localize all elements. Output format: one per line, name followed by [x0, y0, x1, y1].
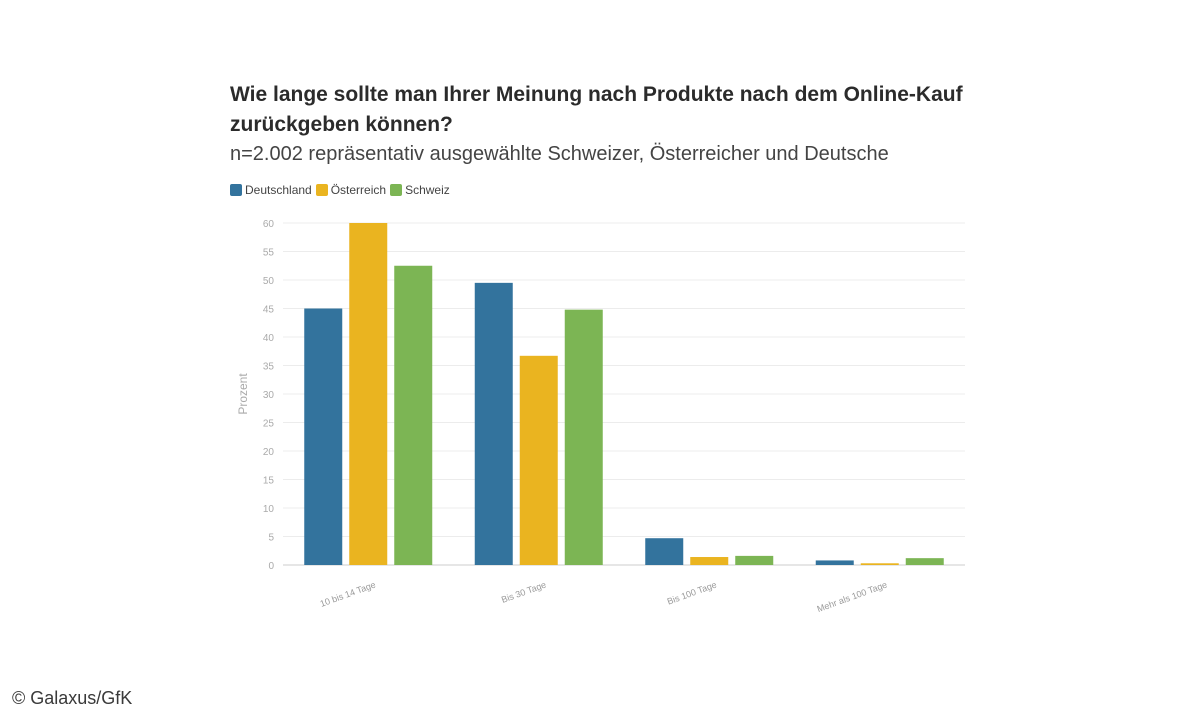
y-tick-label: 45 — [263, 305, 275, 316]
bar — [394, 265, 433, 565]
bar — [304, 308, 343, 565]
bar — [519, 355, 558, 565]
bar — [690, 557, 729, 565]
chart-legend: Deutschland Österreich Schweiz — [230, 183, 454, 197]
legend-item-schweiz[interactable]: Schweiz — [390, 183, 450, 197]
legend-swatch-deutschland — [230, 184, 242, 196]
y-tick-label: 40 — [263, 333, 275, 344]
y-tick-label: 55 — [263, 248, 275, 259]
x-tick-label: Bis 30 Tage — [500, 579, 547, 604]
legend-item-oesterreich[interactable]: Österreich — [315, 183, 387, 197]
y-tick-label: 20 — [263, 447, 275, 458]
legend-label-oesterreich: Österreich — [330, 183, 387, 197]
legend-label-deutschland: Deutschland — [245, 183, 312, 197]
bar — [474, 282, 513, 565]
bar — [645, 538, 684, 565]
copyright-credit: © Galaxus/GfK — [12, 688, 133, 708]
bar — [860, 563, 899, 565]
chart-title: Wie lange sollte man Ihrer Meinung nach … — [230, 83, 963, 136]
bar — [349, 223, 388, 565]
y-tick-label: 50 — [263, 276, 275, 287]
y-tick-label: 35 — [263, 362, 275, 373]
chart-subtitle: n=2.002 repräsentativ ausgewählte Schwei… — [230, 143, 889, 165]
legend-item-deutschland[interactable]: Deutschland — [230, 183, 312, 197]
bar — [564, 309, 603, 565]
x-tick-label: Mehr als 100 Tage — [816, 579, 889, 614]
legend-label-schweiz: Schweiz — [405, 183, 450, 197]
y-tick-label: 5 — [268, 533, 274, 544]
y-tick-label: 0 — [268, 561, 274, 572]
y-axis-title: Prozent — [236, 373, 250, 415]
y-tick-label: 60 — [263, 219, 275, 230]
y-tick-label: 10 — [263, 504, 275, 515]
y-tick-label: 25 — [263, 419, 275, 430]
bar — [815, 560, 854, 565]
bar — [905, 558, 944, 565]
legend-swatch-schweiz — [390, 184, 403, 196]
x-tick-label: 10 bis 14 Tage — [319, 579, 377, 608]
y-tick-label: 15 — [263, 476, 275, 487]
bar — [735, 555, 774, 565]
y-tick-label: 30 — [263, 390, 275, 401]
x-tick-label: Bis 100 Tage — [666, 579, 718, 606]
legend-swatch-oesterreich — [315, 184, 328, 196]
